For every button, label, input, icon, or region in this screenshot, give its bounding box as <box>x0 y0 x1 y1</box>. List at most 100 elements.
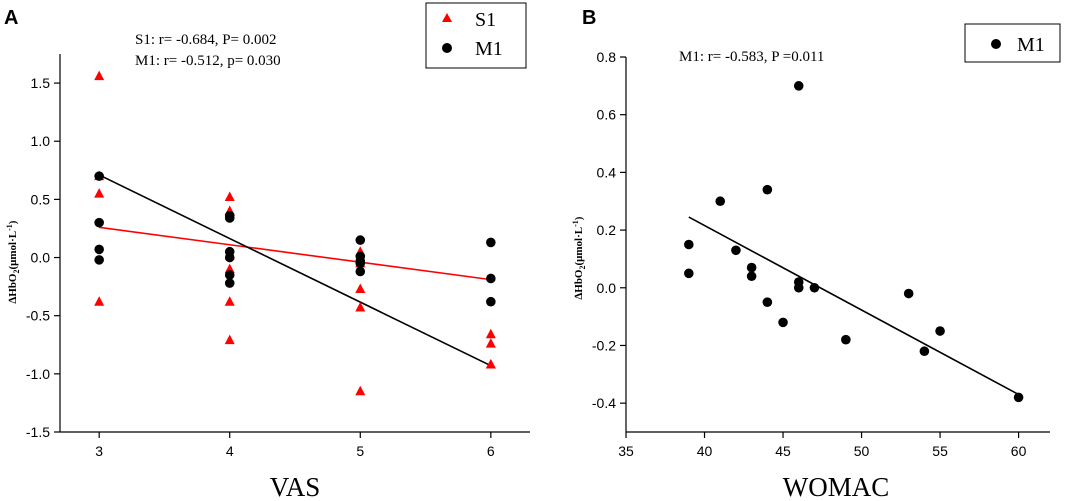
panel-b-y-label: ∆HbO2(μmol·L-1) <box>571 216 587 299</box>
panel-b-point-m1 <box>919 346 930 357</box>
panel-a-legend: S1 M1 <box>425 2 527 69</box>
panel-a-y-tick-label: 0.0 <box>31 250 51 266</box>
panel-b-point-m1 <box>1013 392 1024 403</box>
panel-b-fit-lines <box>688 216 1019 396</box>
panel-b-y-label-close: ) <box>573 216 585 220</box>
panel-b-point-m1 <box>903 288 914 299</box>
panel-b-y-tick-label: -0.2 <box>592 337 616 353</box>
panel-a-y-label-sub: 2 <box>12 270 21 274</box>
panel-a-point-s1 <box>94 296 105 306</box>
panel-a-point-s1 <box>224 334 235 345</box>
panel-a-y-label-sup: -1 <box>5 224 14 231</box>
panel-b-x-tick-label: 50 <box>854 443 870 459</box>
panel-a-legend-m1-marker <box>442 43 452 53</box>
panel-b-point-m1 <box>809 282 820 293</box>
panel-a-legend-m1-label: M1 <box>475 38 503 60</box>
panel-a-point-s1 <box>224 191 235 202</box>
panel-b-y-label-sub: 2 <box>578 266 587 270</box>
panel-b-point-m1 <box>762 184 773 195</box>
panel-a-point-m1 <box>224 252 235 263</box>
panel-a-point-m1 <box>224 270 235 280</box>
panel-a-y-ticks: -1.5 -1.0 -0.5 0.0 0.5 1.0 1.5 <box>26 75 60 440</box>
panel-a-y-tick-label: -1.0 <box>26 366 50 382</box>
panel-b-point-m1 <box>684 268 694 279</box>
panel-a-x-ticks: 3 4 5 6 <box>95 432 495 459</box>
panel-b-fit-line-m1 <box>688 216 1019 396</box>
panel-a-point-m1 <box>486 237 496 248</box>
panel-b-y-tick-label: 0.8 <box>597 49 617 65</box>
panel-b-point-m1 <box>746 262 757 273</box>
panel-b-y-tick-label: 0.6 <box>597 107 617 123</box>
panel-a-y-tick-label: -1.5 <box>26 424 50 440</box>
panel-b-x-tick-label: 40 <box>697 443 713 459</box>
panel-a-point-s1 <box>485 328 496 339</box>
panel-b-point-m1 <box>935 326 945 336</box>
panel-a-point-s1 <box>485 359 496 369</box>
panel-a-annotation-m1: M1: r= -0.512, p= 0.030 <box>135 53 281 69</box>
panel-b-point-m1 <box>731 245 741 256</box>
panel-a-points <box>94 70 496 396</box>
panel-a-fit-line-s1 <box>99 226 491 281</box>
panel-a-y-label-main: ∆HbO <box>7 273 19 303</box>
panel-a-point-m1 <box>94 255 104 265</box>
panel-a-point-m1 <box>224 278 235 288</box>
panel-b-point-m1 <box>746 271 757 282</box>
panel-b-point-m1 <box>762 297 773 307</box>
panel-a-point-s1 <box>355 283 366 293</box>
panel-b-y-tick-label: 0.2 <box>597 222 617 238</box>
panel-a-point-m1 <box>94 217 104 228</box>
panel-b-point-m1 <box>793 81 804 91</box>
panel-a-x-tick-label: 5 <box>356 443 364 459</box>
panel-a-x-tick-label: 6 <box>487 443 495 459</box>
panel-a-point-s1 <box>224 296 235 306</box>
panel-a-point-m1 <box>94 171 104 181</box>
panel-b-legend-m1-label: M1 <box>1017 34 1045 56</box>
panel-b-x-tick-label: 35 <box>618 443 634 459</box>
panel-a-y-label: ∆HbO2(μmol·L-1) <box>5 220 21 303</box>
panel-b-x-tick-label: 55 <box>932 443 948 459</box>
panel-b-x-label: WOMAC <box>783 472 890 501</box>
panel-b-letter: B <box>582 7 596 29</box>
panel-b-legend-m1-marker <box>991 39 1001 49</box>
panel-b-y-label-unit: (μmol·L <box>573 227 585 266</box>
panel-a-y-label-close: ) <box>7 220 19 224</box>
panel-b-point-m1 <box>841 334 851 345</box>
panel-b-points <box>684 81 1024 403</box>
panel-a-point-m1 <box>355 235 366 245</box>
panel-a: A -1.5 -1.0 -0.5 0.0 0.5 1.0 1.5 3 4 5 6 S1: r= -… <box>4 2 530 501</box>
panel-b-y-label-sup: -1 <box>571 220 580 227</box>
panel-a-y-tick-label: 1.5 <box>31 75 51 91</box>
panel-a-fit-line-m1 <box>98 174 492 367</box>
panel-b: B -0.4 -0.2 0.0 0.2 0.4 0.6 0.8 35 40 45 50 55 60 M… <box>571 7 1061 501</box>
panel-b-legend: M1 <box>964 23 1061 63</box>
panel-b-y-tick-label: 0.0 <box>597 280 617 296</box>
panel-a-legend-s1-marker <box>442 13 452 22</box>
panel-a-legend-s1-label: S1 <box>475 9 496 31</box>
panel-a-point-m1 <box>355 266 366 277</box>
panel-a-point-s1 <box>355 302 366 312</box>
panel-a-fit-lines <box>98 174 492 367</box>
panel-b-point-m1 <box>793 282 804 293</box>
panel-a-letter: A <box>4 7 18 29</box>
panel-b-y-ticks: -0.4 -0.2 0.0 0.2 0.4 0.6 0.8 <box>592 49 626 411</box>
panel-a-x-tick-label: 3 <box>95 443 103 459</box>
panel-a-annotation-s1: S1: r= -0.684, P= 0.002 <box>135 32 277 48</box>
panel-b-point-m1 <box>684 239 694 250</box>
panel-a-y-tick-label: -0.5 <box>26 308 50 324</box>
panel-a-point-m1 <box>486 296 496 307</box>
panel-b-y-tick-label: -0.4 <box>592 395 616 411</box>
panel-a-x-label: VAS <box>270 472 321 501</box>
panel-a-y-tick-label: 1.0 <box>31 133 51 149</box>
panel-b-y-label-main: ∆HbO <box>573 269 585 299</box>
panel-a-point-s1 <box>224 263 235 274</box>
panel-a-point-m1 <box>355 258 366 269</box>
panel-a-y-label-unit: (μmol·L <box>7 231 19 270</box>
panel-a-x-tick-label: 4 <box>226 443 234 459</box>
panel-b-legend-box <box>964 23 1061 63</box>
panel-b-x-ticks: 35 40 45 50 55 60 <box>618 432 1027 459</box>
panel-b-x-tick-label: 45 <box>775 443 791 459</box>
panel-a-y-tick-label: 0.5 <box>31 191 51 207</box>
panel-a-point-m1 <box>486 273 496 284</box>
panel-b-annotation-m1: M1: r= -0.583, P =0.011 <box>679 49 824 65</box>
